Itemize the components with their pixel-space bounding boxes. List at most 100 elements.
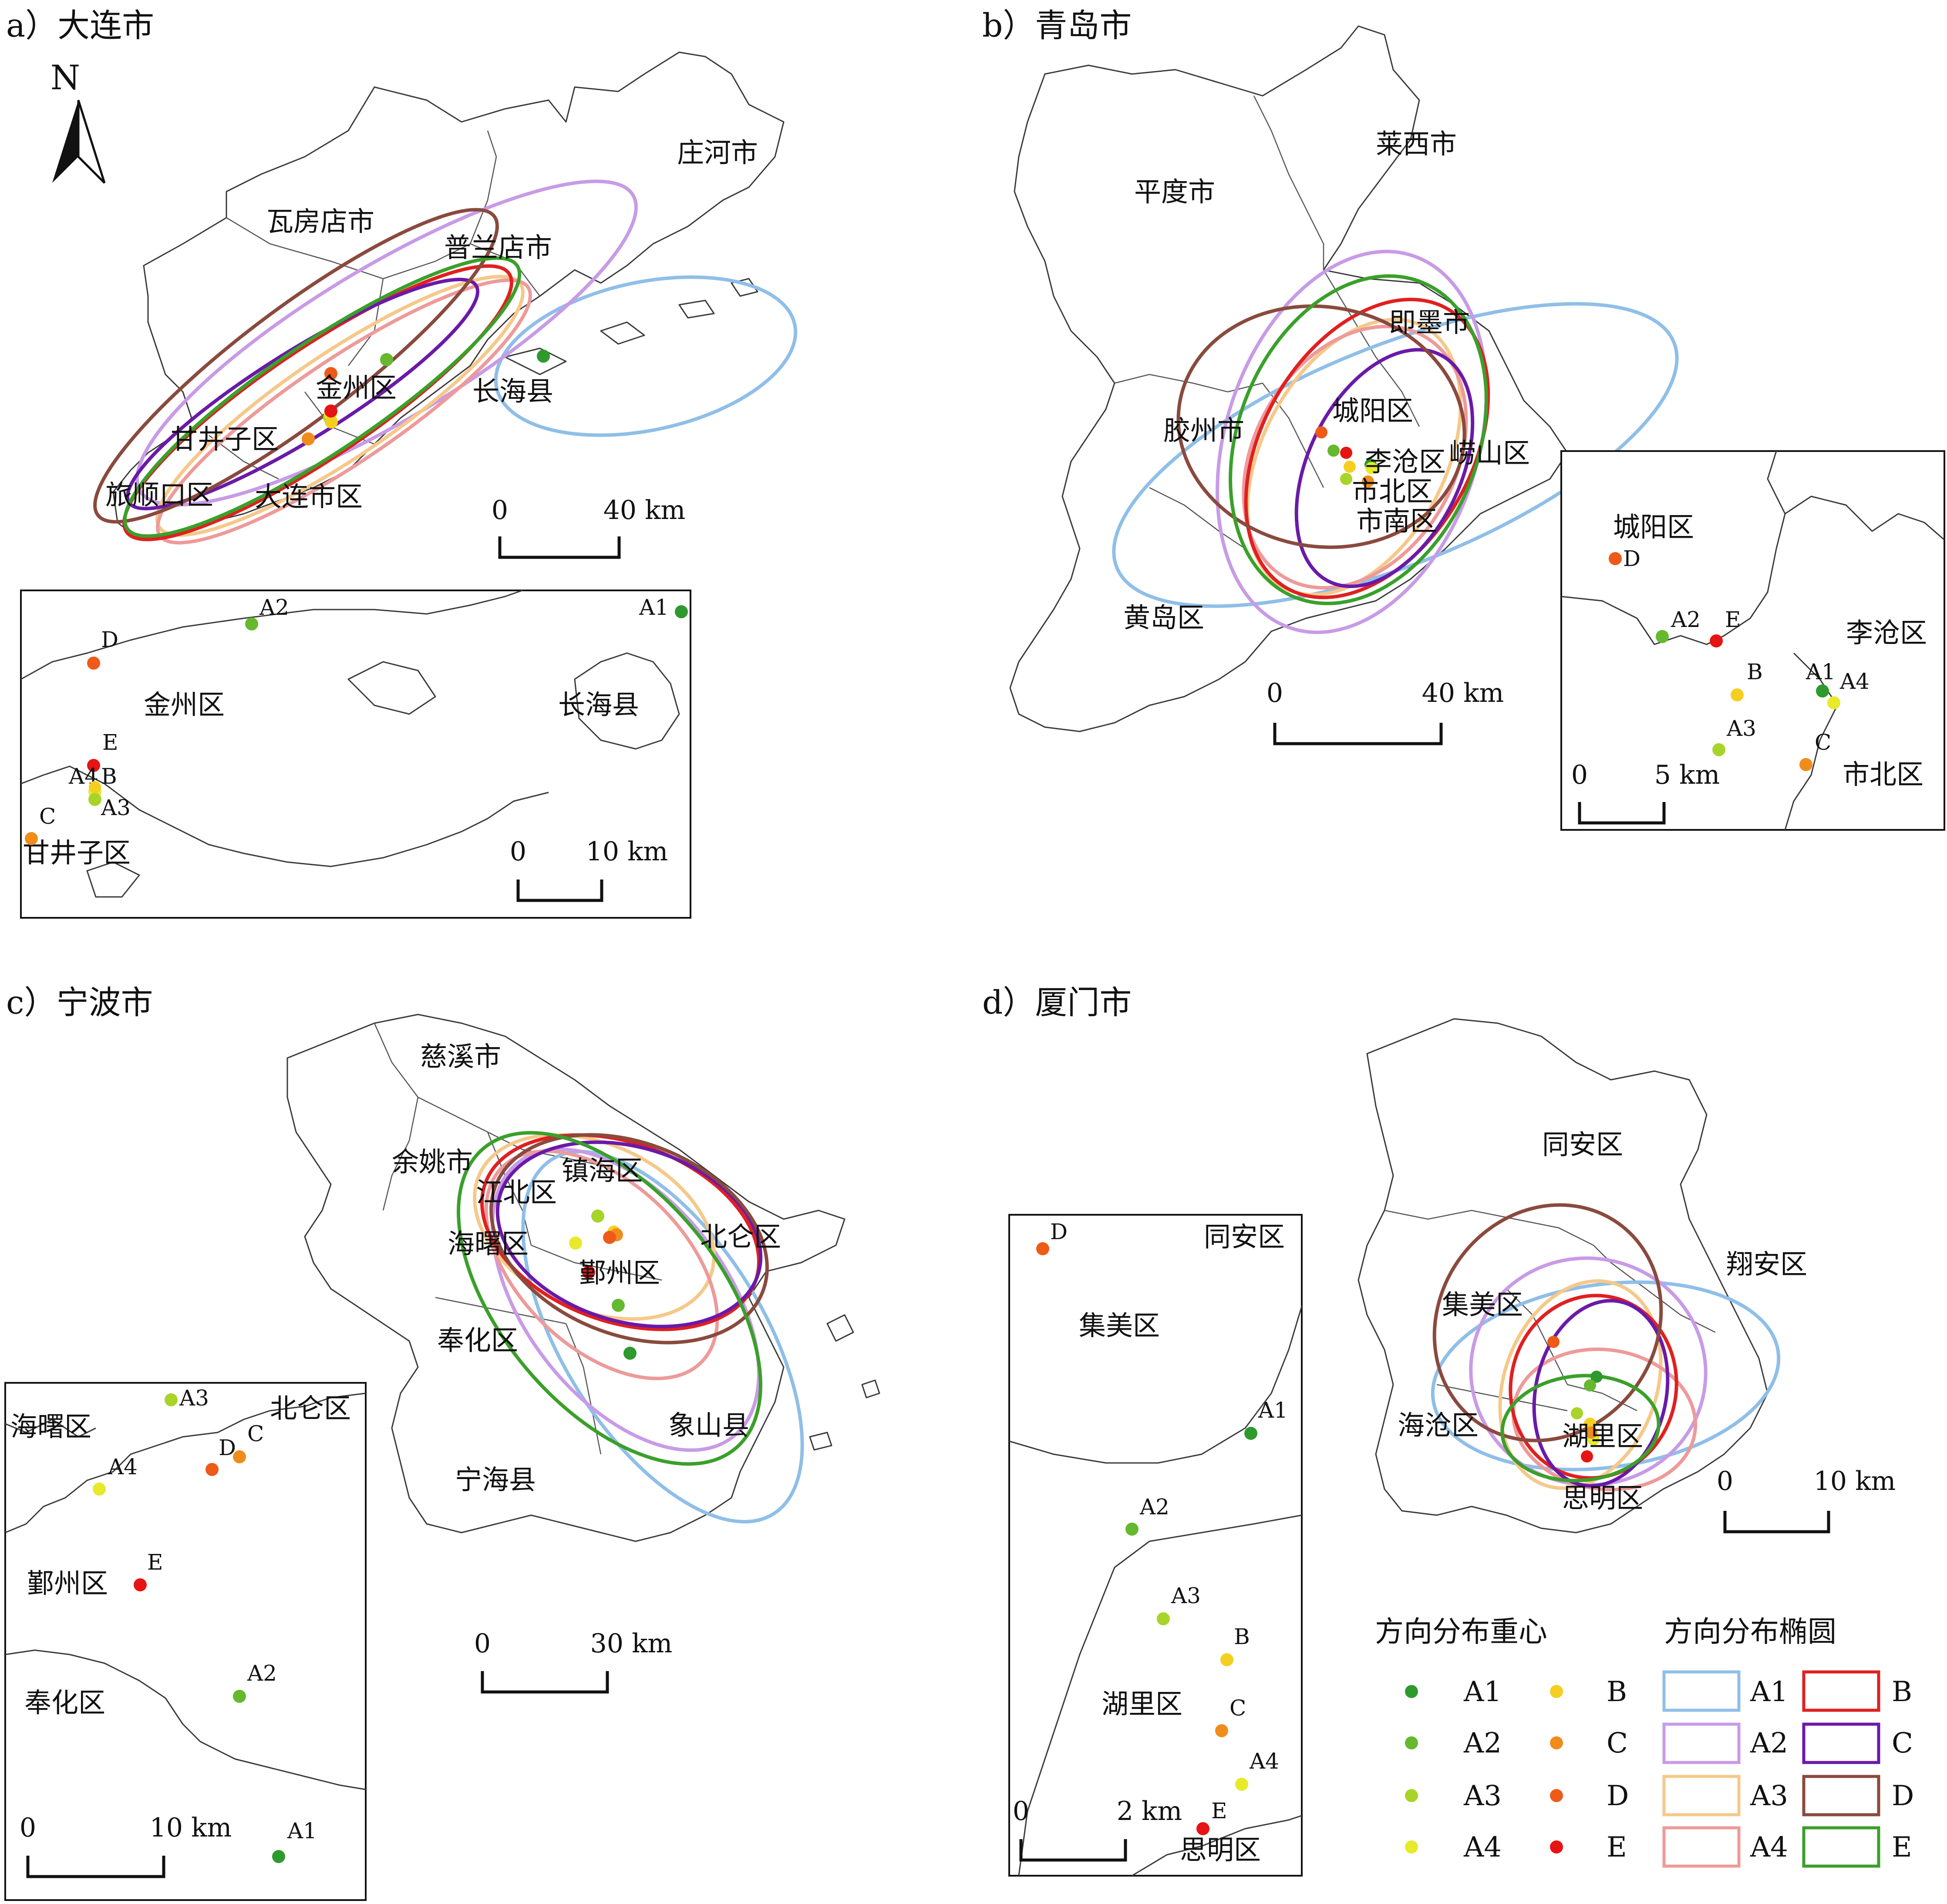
legend-centroid-label-D: D [1607, 1780, 1629, 1812]
scale-bar-ningbo: 0 30 km [474, 1628, 672, 1694]
inset-scale-dist-qingdao: 5 km [1654, 760, 1720, 790]
inset-qingdao-place-shibei: 市北区 [1843, 758, 1923, 790]
legend-ellipse-swatch-A4 [1662, 1826, 1741, 1868]
panel-dalian: a）大连市 N 瓦房店市 普兰店市 庄河市 金州 [6, 7, 798, 919]
ellipse-xiamen-A2 [1469, 1256, 1708, 1487]
ellipse-dalian-E [123, 256, 522, 538]
inset-dalian-point-B [89, 781, 101, 793]
place-tongan: 同安区 [1542, 1129, 1623, 1160]
inset-scale-dist-ningbo: 10 km [150, 1813, 232, 1843]
ellipse-ningbo-A2 [491, 1147, 761, 1452]
ellipse-ningbo-E [457, 1131, 762, 1466]
inset-qingdao-point-D [1609, 552, 1622, 565]
inset-ningbo-point-C [233, 1450, 246, 1463]
inset-qingdao-point-A2 [1656, 630, 1669, 643]
legend-centroid-label-C: C [1607, 1727, 1628, 1759]
ningbo-district-boundaries [374, 1023, 662, 1455]
inset-qingdao-label-B: B [1747, 659, 1763, 684]
inset-dalian-place-ganjingzi: 甘井子区 [23, 837, 131, 869]
place-licang: 李沧区 [1365, 446, 1446, 478]
qingdao-district-boundaries [1114, 95, 1420, 549]
inset-scale-bar-ningbo: 0 10 km [20, 1813, 232, 1878]
legend-ellipse-swatch-A3 [1662, 1775, 1741, 1816]
xiamen-district-boundaries [1384, 1210, 1716, 1412]
inset-xiamen-point-C [1215, 1724, 1228, 1737]
ellipse-ningbo-C [495, 1140, 763, 1328]
place-wafangdian: 瓦房店市 [266, 206, 374, 237]
inset-xiamen-label-C: C [1230, 1695, 1246, 1721]
inset-dalian-point-A1 [675, 605, 688, 618]
panel-qingdao: b）青岛市 平度市 莱西市 即墨市 胶州市 城阳区 李沧区 崂山区 市北区 市南… [982, 7, 1945, 831]
inset-qingdao-label-C: C [1815, 730, 1831, 755]
centroid-ningbo-A1 [623, 1347, 637, 1360]
legend-centroid-swatch-E [1550, 1840, 1563, 1853]
inset-dalian-point-C [25, 832, 38, 845]
legend-ellipse-swatch-C [1802, 1722, 1880, 1764]
place-jinzhou: 金州区 [316, 372, 397, 404]
legend-centroid-swatch-D [1550, 1789, 1563, 1802]
legend: 方向分布重心 方向分布椭圆 A1 A2 A3 A4 B C D E A1 A2 … [1375, 1615, 1914, 1868]
inset-qingdao-label-D: D [1623, 546, 1640, 571]
panel-title-ningbo: c）宁波市 [6, 984, 153, 1021]
legend-ellipse-swatch-B [1802, 1670, 1880, 1712]
north-arrow-left-half [52, 100, 78, 183]
centroid-qingdao-A3 [1340, 473, 1352, 485]
inset-xiamen-label-A3: A3 [1171, 1583, 1201, 1608]
ellipse-qingdao-A4 [1242, 324, 1468, 590]
place-jimei: 集美区 [1442, 1289, 1523, 1321]
ellipse-xiamen-A3 [1498, 1279, 1663, 1490]
ellipse-xiamen-C [1532, 1299, 1670, 1488]
qingdao-coastline [1009, 25, 1568, 732]
inset-scale-bar-qingdao: 0 5 km [1571, 760, 1720, 825]
north-arrow-right-half [77, 100, 106, 184]
inset-dalian-label-B: B [101, 764, 117, 789]
inset-qingdao-point-A4 [1827, 696, 1840, 709]
inset-ningbo-label-A1: A1 [287, 1818, 317, 1843]
inset-dalian-label-E: E [102, 730, 118, 755]
inset-qingdao-point-E [1710, 634, 1723, 647]
inset-dalian-place-jinzhou: 金州区 [144, 689, 225, 721]
inset-xiamen-point-A4 [1235, 1778, 1248, 1791]
inset-scale-zero-qingdao: 0 [1571, 760, 1588, 790]
centroid-dalian-C [302, 432, 315, 445]
legend-ellipse-title: 方向分布椭圆 [1664, 1615, 1836, 1648]
centroid-ningbo-A3 [591, 1210, 604, 1223]
centroid-dalian-B [325, 415, 338, 428]
scale-bar-xiamen: 0 10 km [1717, 1466, 1896, 1533]
scale-zero-ningbo: 0 [474, 1628, 491, 1659]
inset-xiamen: 同安区 集美区 湖里区 思明区 D A1 A2 A3 B C A4 E 0 2 … [1008, 1214, 1303, 1877]
ellipse-dalian-A1 [494, 275, 798, 437]
place-siming: 思明区 [1562, 1482, 1643, 1514]
legend-centroid-label-A2: A2 [1463, 1727, 1502, 1759]
inset-scale-dist-dalian: 10 km [586, 836, 668, 867]
inset-dalian-label-A3: A3 [101, 795, 131, 820]
place-lvshunkou: 旅顺口区 [105, 479, 213, 511]
centroid-dalian-D [324, 367, 337, 380]
legend-ellipse-label-A2: A2 [1750, 1727, 1788, 1759]
inset-qingdao-point-A1 [1816, 684, 1829, 698]
scale-bar-qingdao: 0 40 km [1267, 678, 1504, 745]
inset-xiamen-place-tongan: 同安区 [1204, 1221, 1285, 1253]
centroid-dalian-E [324, 404, 337, 418]
inset-frame-xiamen [1008, 1214, 1303, 1877]
centroid-xiamen-E [1581, 1450, 1593, 1463]
legend-ellipse-swatch-E [1802, 1826, 1880, 1868]
inset-ningbo-point-E [134, 1578, 147, 1591]
centroid-dalian-A2 [380, 353, 393, 366]
ellipse-xiamen-B [1509, 1294, 1678, 1480]
inset-xiamen-label-E: E [1211, 1798, 1227, 1823]
inset-ningbo-label-E: E [147, 1550, 163, 1575]
legend-centroid-label-A4: A4 [1463, 1831, 1502, 1864]
inset-frame-dalian [20, 590, 691, 919]
inset-xiamen-label-A4: A4 [1249, 1749, 1279, 1774]
inset-frame-ningbo [4, 1382, 367, 1901]
inset-qingdao-coast [1561, 451, 1945, 830]
xiamen-coastline [1358, 1018, 1768, 1533]
inset-xiamen-place-siming: 思明区 [1180, 1834, 1261, 1866]
inset-ningbo-point-A3 [165, 1393, 178, 1406]
inset-xiamen-place-jimei: 集美区 [1079, 1310, 1160, 1341]
centroid-ningbo-D [603, 1231, 616, 1244]
legend-centroid-label-E: E [1607, 1831, 1627, 1864]
centroid-qingdao-D [1315, 426, 1327, 438]
legend-ellipse-label-A1: A1 [1750, 1676, 1788, 1708]
